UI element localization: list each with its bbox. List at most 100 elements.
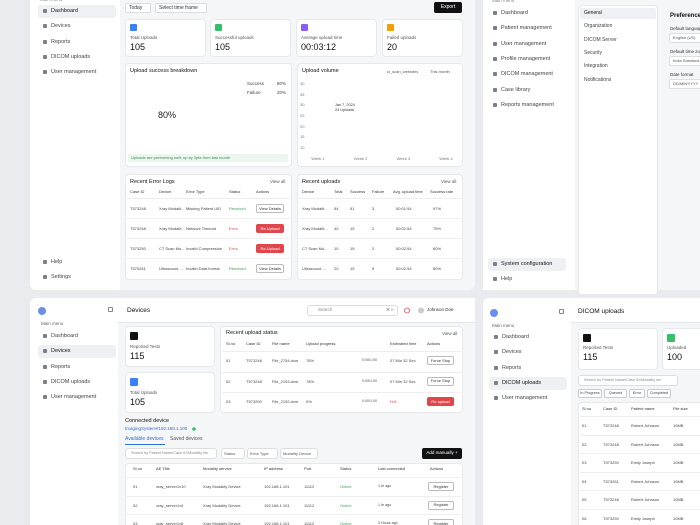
filter[interactable]: [247, 448, 278, 459]
label[interactable]: Error: [632, 390, 642, 395]
tab[interactable]: General: [584, 10, 602, 16]
button-label[interactable]: Re-Upload: [260, 225, 280, 231]
filter[interactable]: [280, 448, 318, 459]
label[interactable]: Queued: [608, 390, 623, 395]
cell: Emily Joseph: [631, 460, 655, 466]
label[interactable]: Modality Device: [283, 450, 312, 456]
button[interactable]: [428, 519, 454, 525]
nav-item[interactable]: DICOM management: [501, 71, 553, 78]
tab[interactable]: Saved devices: [170, 436, 203, 442]
button-label[interactable]: Register: [433, 520, 449, 525]
tab[interactable]: Available devices: [125, 436, 164, 442]
label[interactable]: View all: [441, 179, 457, 184]
button-label[interactable]: View Details: [259, 265, 281, 271]
collapse-icon[interactable]: [108, 307, 113, 312]
collapse-icon[interactable]: [559, 309, 564, 314]
button[interactable]: [428, 482, 454, 491]
tab[interactable]: DICOM Server: [584, 36, 617, 43]
label[interactable]: Search by Patient Name/Case ID/Modality …: [131, 450, 209, 455]
nav-item[interactable]: Devices: [502, 349, 522, 356]
chip[interactable]: [578, 389, 602, 398]
nav-item[interactable]: DICOM uploads: [51, 378, 91, 385]
chip[interactable]: [604, 389, 627, 398]
nav-item[interactable]: Help: [501, 276, 513, 282]
label[interactable]: DD/MM/YYYY: [673, 81, 699, 86]
label[interactable]: Select time frame: [159, 4, 198, 11]
cell: 07 Min 32 Sec: [390, 358, 416, 363]
chip[interactable]: [629, 389, 645, 398]
button-label[interactable]: Register: [433, 502, 449, 507]
tab[interactable]: Organization: [584, 23, 613, 30]
label[interactable]: View all: [442, 331, 458, 336]
button[interactable]: [427, 356, 454, 365]
button[interactable]: [422, 448, 462, 459]
label[interactable]: Completed: [649, 390, 669, 395]
nav-item[interactable]: Reports: [51, 38, 71, 45]
nav-item[interactable]: Devices: [51, 23, 71, 30]
column-header: Sl.no: [133, 466, 143, 471]
filter[interactable]: [221, 448, 245, 459]
nav-item[interactable]: Settings: [51, 274, 71, 280]
nav-item[interactable]: User management: [51, 394, 97, 401]
button[interactable]: [256, 204, 284, 213]
nav-item[interactable]: Reports management: [501, 101, 554, 108]
label[interactable]: Status: [224, 450, 236, 456]
nav-item[interactable]: System configuration: [501, 261, 553, 267]
label[interactable]: Search: [318, 307, 333, 312]
nav-item[interactable]: DICOM uploads: [51, 53, 91, 60]
search-box[interactable]: [578, 375, 678, 386]
button[interactable]: [427, 397, 454, 406]
search-box[interactable]: [307, 305, 398, 316]
dropdown[interactable]: [155, 3, 207, 13]
label[interactable]: Error Type: [250, 450, 269, 456]
label[interactable]: English (US): [673, 35, 696, 40]
button-label[interactable]: Add manually +: [426, 450, 458, 456]
button-label[interactable]: Export: [440, 4, 456, 10]
nav-item[interactable]: Dashboard: [502, 334, 529, 340]
nav-item[interactable]: Reports: [51, 363, 71, 370]
nav-item[interactable]: Patient management: [501, 25, 552, 32]
nav-item[interactable]: Devices: [51, 348, 71, 355]
nav-item[interactable]: Case library: [501, 86, 531, 93]
nav-item[interactable]: User management: [502, 395, 548, 402]
tab[interactable]: Security: [584, 49, 603, 56]
input[interactable]: [669, 33, 700, 43]
tab[interactable]: Integration: [584, 63, 608, 70]
card: [125, 372, 215, 413]
button[interactable]: [434, 2, 462, 13]
nav-item[interactable]: User management: [51, 69, 97, 76]
nav-item[interactable]: Dashboard: [51, 333, 78, 339]
nav-item[interactable]: Help: [51, 259, 63, 265]
label[interactable]: View all: [270, 179, 286, 184]
y-tick-label: 15: [300, 134, 305, 140]
nav-item[interactable]: DICOM uploads: [502, 379, 542, 386]
label[interactable]: Today: [129, 4, 143, 11]
nav-item[interactable]: Dashboard: [501, 10, 528, 16]
label[interactable]: India Standard...: [673, 58, 700, 63]
button[interactable]: [428, 500, 454, 510]
nav-item[interactable]: Dashboard: [51, 8, 78, 14]
dropdown[interactable]: [125, 3, 151, 13]
input[interactable]: [669, 79, 700, 89]
button-label[interactable]: Re-Upload: [260, 245, 280, 251]
nav-item[interactable]: Reports: [502, 364, 522, 371]
button-label[interactable]: Force Stop: [430, 378, 451, 383]
button[interactable]: [427, 376, 454, 386]
input[interactable]: [669, 56, 700, 66]
chip[interactable]: [647, 389, 671, 398]
label[interactable]: In Progress: [580, 390, 600, 395]
button-label[interactable]: Re-upload: [431, 398, 450, 404]
label[interactable]: Search by Patient Name/Case ID/Modality …: [584, 377, 662, 382]
nav-item[interactable]: User management: [501, 40, 547, 47]
button-label[interactable]: View Details: [259, 205, 281, 211]
nav-item[interactable]: Profile management: [501, 55, 551, 62]
button[interactable]: [256, 264, 284, 273]
button[interactable]: [256, 244, 284, 253]
button[interactable]: [256, 224, 284, 233]
search-box[interactable]: [125, 448, 217, 459]
button-label[interactable]: Force Stop: [430, 357, 451, 363]
button-label[interactable]: Register: [433, 483, 449, 489]
tab[interactable]: Notifications: [584, 76, 612, 83]
cell: 10MB: [673, 441, 684, 447]
label[interactable]: Johnson Doe: [427, 307, 454, 312]
